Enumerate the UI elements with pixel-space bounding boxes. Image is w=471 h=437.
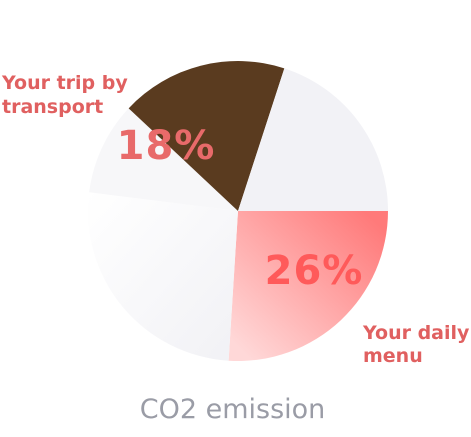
slice-category-label-trip: Your trip by transport <box>1 72 134 118</box>
pie-slice-other-1 <box>88 192 239 361</box>
menu-label-line-2: menu <box>363 345 423 367</box>
slice-value-label-daily-menu: 26% <box>265 248 364 294</box>
trip-label-line-2: transport <box>2 96 103 118</box>
slice-category-label-daily-menu: Your daily menu <box>362 322 471 367</box>
pie-slice-your-trip-by-transport <box>128 60 285 211</box>
chart-title: CO2 emission <box>139 394 326 425</box>
trip-label-line-1: Your trip by <box>1 72 128 94</box>
pie-slice-your-daily-menu <box>228 211 388 361</box>
pie-slice-other-4 <box>238 68 388 211</box>
slice-value-label-trip: 18% <box>117 123 216 169</box>
menu-label-line-1: Your daily <box>362 322 470 344</box>
pie-slice-other-2 <box>89 108 238 211</box>
